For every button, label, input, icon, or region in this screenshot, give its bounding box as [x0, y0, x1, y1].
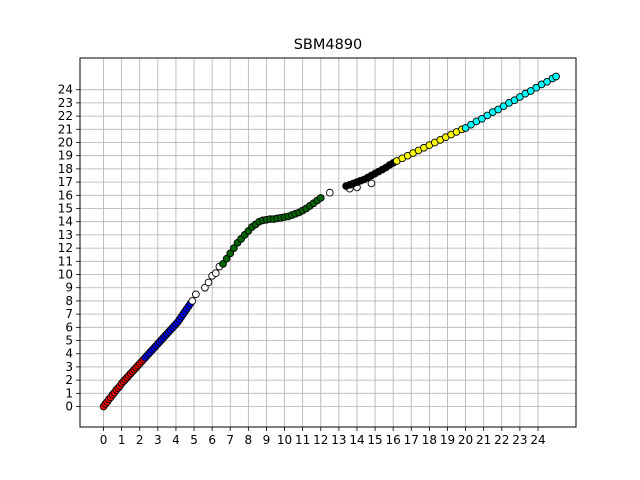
y-tick-label: 5 [65, 334, 73, 348]
data-point [226, 249, 235, 258]
x-tick-label: 1 [118, 433, 126, 447]
x-tick-label: 0 [100, 433, 108, 447]
y-tick-label: 20 [58, 135, 73, 149]
y-tick-label: 23 [58, 96, 73, 110]
x-tick-label: 15 [367, 433, 382, 447]
x-tick-label: 24 [530, 433, 545, 447]
data-point [211, 269, 220, 278]
x-tick-label: 18 [422, 433, 437, 447]
data-point [532, 83, 541, 92]
y-tick-label: 3 [65, 360, 73, 374]
x-tick-label: 21 [476, 433, 491, 447]
y-tick-label: 11 [58, 254, 73, 268]
y-tick-label: 18 [58, 162, 73, 176]
data-point [201, 283, 209, 292]
y-tick-label: 6 [65, 320, 73, 334]
data-point [467, 120, 475, 129]
x-tick-label: 19 [440, 433, 455, 447]
data-point [516, 93, 524, 101]
data-point [222, 254, 231, 263]
x-tick-label: 12 [313, 433, 328, 447]
y-tick-label: 4 [65, 347, 73, 361]
x-tick-label: 23 [512, 433, 527, 447]
y-tick-label: 0 [65, 400, 73, 414]
y-tick-label: 19 [58, 149, 73, 163]
data-point [494, 105, 503, 114]
axes-frame [79, 57, 577, 428]
data-point [552, 72, 560, 81]
data-point [478, 114, 486, 123]
x-tick-label: 13 [331, 433, 346, 447]
y-tick-label: 2 [65, 373, 73, 387]
y-tick-label: 7 [65, 307, 73, 321]
data-point [510, 96, 519, 105]
data-point [219, 260, 227, 268]
axes-layer [79, 57, 577, 428]
grid-layer [80, 58, 576, 427]
y-tick-label: 12 [58, 241, 73, 255]
x-tick-label: 4 [172, 433, 180, 447]
y-tick-label: 16 [58, 188, 73, 202]
x-tick-label: 8 [245, 433, 253, 447]
data-point [499, 102, 508, 111]
y-tick-label: 8 [65, 294, 73, 308]
x-tick-label: 10 [277, 433, 292, 447]
x-tick-label: 20 [458, 433, 473, 447]
data-point [526, 87, 535, 95]
x-tick-label: 2 [136, 433, 144, 447]
x-tick-label: 3 [154, 433, 162, 447]
data-point [316, 194, 325, 202]
x-tick-label: 14 [349, 433, 364, 447]
y-tick-label: 10 [58, 268, 73, 282]
x-tick-label: 9 [263, 433, 271, 447]
ticks-layer: 0 1 2 3 4 5 6 7 8 9 10 11 12 13 14 15 16 17 18 19 20 21 22 23 24… [58, 83, 546, 447]
data-point [188, 297, 197, 305]
data-point [367, 179, 376, 188]
y-tick-label: 13 [58, 228, 73, 242]
data-point [204, 278, 213, 287]
x-tick-label: 5 [190, 433, 198, 447]
y-tick-label: 22 [58, 109, 73, 123]
y-tick-label: 24 [58, 83, 73, 97]
x-tick-label: 16 [386, 433, 401, 447]
chart-title: SBM4890 [294, 37, 363, 53]
y-tick-label: 1 [65, 386, 73, 400]
data-point [325, 188, 334, 197]
data-point [483, 111, 492, 120]
data-point [543, 77, 551, 86]
data-point [461, 124, 470, 132]
y-tick-label: 21 [58, 122, 73, 136]
x-tick-label: 6 [208, 433, 216, 447]
x-tick-label: 17 [404, 433, 419, 447]
data-point [192, 290, 200, 299]
data-point [230, 244, 238, 252]
y-tick-label: 15 [58, 202, 73, 216]
x-tick-label: 22 [494, 433, 509, 447]
points-layer [99, 72, 560, 411]
y-tick-label: 14 [58, 215, 73, 229]
y-tick-label: 17 [58, 175, 73, 189]
x-tick-label: 11 [295, 433, 310, 447]
x-tick-label: 7 [226, 433, 234, 447]
y-tick-label: 9 [65, 281, 73, 295]
